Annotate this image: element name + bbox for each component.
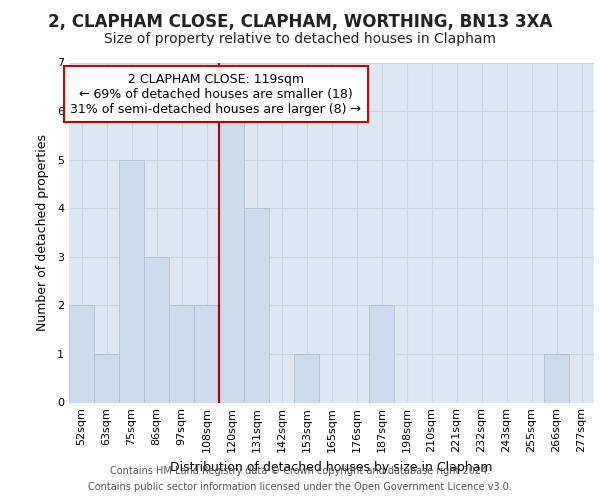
Bar: [544, 354, 569, 403]
Text: Contains HM Land Registry data © Crown copyright and database right 2024.: Contains HM Land Registry data © Crown c…: [110, 466, 490, 476]
Bar: [169, 306, 194, 402]
X-axis label: Distribution of detached houses by size in Clapham: Distribution of detached houses by size …: [170, 461, 493, 474]
Bar: [194, 306, 219, 402]
Text: 2, CLAPHAM CLOSE, CLAPHAM, WORTHING, BN13 3XA: 2, CLAPHAM CLOSE, CLAPHAM, WORTHING, BN1…: [48, 12, 552, 30]
Bar: [119, 160, 144, 402]
Bar: [294, 354, 319, 403]
Bar: [219, 111, 244, 403]
Bar: [144, 257, 169, 402]
Bar: [244, 208, 269, 402]
Text: Contains public sector information licensed under the Open Government Licence v3: Contains public sector information licen…: [88, 482, 512, 492]
Y-axis label: Number of detached properties: Number of detached properties: [35, 134, 49, 331]
Text: 2 CLAPHAM CLOSE: 119sqm
← 69% of detached houses are smaller (18)
31% of semi-de: 2 CLAPHAM CLOSE: 119sqm ← 69% of detache…: [71, 72, 361, 116]
Bar: [94, 354, 119, 403]
Text: Size of property relative to detached houses in Clapham: Size of property relative to detached ho…: [104, 32, 496, 46]
Bar: [69, 306, 94, 402]
Bar: [369, 306, 394, 402]
